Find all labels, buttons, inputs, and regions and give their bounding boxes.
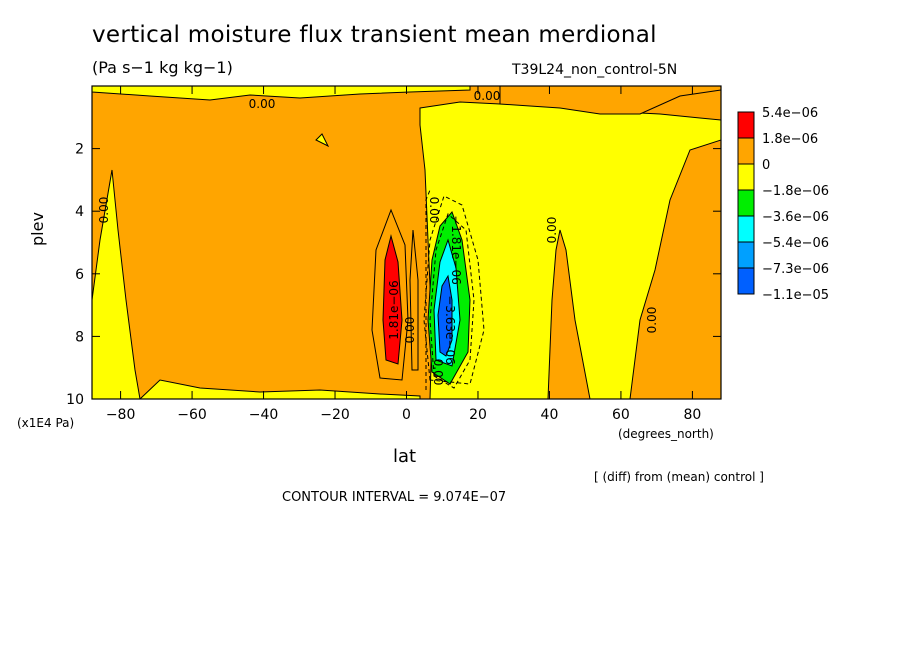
- contour-label: −1.81e−06: [449, 215, 463, 284]
- plot-field: [92, 86, 721, 399]
- field-yellow-west: [92, 169, 141, 399]
- legend-level-label: 5.4e−06: [762, 106, 818, 121]
- legend-level-label: 1.8e−06: [762, 132, 818, 147]
- field-orange-tongue-east: [547, 229, 591, 399]
- contour-positive-outer: [371, 208, 409, 381]
- x-tick-label: 20: [469, 407, 487, 423]
- contour-label: 0.00: [545, 217, 559, 244]
- contour-label: 0.00: [474, 89, 501, 103]
- legend-swatch: [737, 267, 755, 295]
- chart-units: (Pa s−1 kg kg−1): [92, 58, 233, 77]
- field-red-core: [382, 234, 403, 365]
- field-yellow-top: [92, 86, 471, 101]
- y-axis-ticks: 2 4 6 8 10: [66, 142, 721, 408]
- field-yellow-speck: [315, 133, 330, 148]
- y-tick-label: 2: [75, 142, 84, 158]
- contour-label: −3.63e−06: [443, 295, 457, 364]
- y-tick-label: 8: [75, 329, 84, 345]
- legend-level-label: −5.4e−06: [762, 236, 829, 251]
- chart-title: vertical moisture flux transient mean me…: [92, 22, 657, 48]
- x-tick-label: −40: [249, 407, 279, 423]
- contour-labels: 0.000.000.000.001.81e−06 0.000.00−1.81e−0…: [97, 89, 659, 385]
- contour-label: 0.00: [427, 197, 441, 224]
- legend-level-label: −1.1e−05: [762, 288, 829, 303]
- diff-annotation: [ (diff) from (mean) control ]: [594, 470, 764, 484]
- x-tick-label: −80: [106, 407, 136, 423]
- legend-swatch: [737, 189, 755, 217]
- contour-negative-dashed-2: [429, 213, 475, 389]
- x-axis-label: lat: [393, 446, 417, 467]
- legend-swatch: [737, 163, 755, 191]
- colorbar-legend: 5.4e−06 1.8e−06 0 −1.8e−06 −3.6e−06 −5.4e−06 −…: [737, 106, 829, 303]
- run-label: T39L24_non_control-5N: [512, 62, 678, 78]
- contour-label: 0.00: [645, 307, 659, 334]
- y-tick-label: 4: [75, 204, 84, 220]
- contour-label: 0.00: [97, 197, 111, 224]
- contour-interval: CONTOUR INTERVAL = 9.074E−07: [282, 490, 507, 505]
- contour-label: 0.00: [249, 97, 276, 111]
- x-axis-units: (degrees_north): [618, 427, 714, 441]
- legend-swatch: [737, 111, 755, 139]
- x-axis-ticks: −80 −60 −40 −20 0 20 40 60 80: [106, 86, 701, 423]
- x-tick-label: 40: [541, 407, 559, 423]
- contour-label: 0.00: [403, 317, 417, 344]
- field-orange-band-70n: [629, 139, 721, 399]
- x-tick-label: 80: [683, 407, 701, 423]
- contour-label: 1.81e−06: [387, 280, 401, 339]
- contour-label: 0.00: [431, 359, 445, 386]
- y-tick-label: 10: [66, 392, 84, 408]
- field-orange-top-east: [499, 86, 721, 115]
- x-tick-label: −60: [177, 407, 207, 423]
- contour-negative-dashed-1: [423, 195, 485, 385]
- x-tick-label: −20: [320, 407, 350, 423]
- y-axis-units: (x1E4 Pa): [17, 416, 75, 430]
- legend-swatch: [737, 137, 755, 165]
- contour-negative-dashed-3: [425, 189, 431, 390]
- legend-level-label: −3.6e−06: [762, 210, 829, 225]
- contour-zero-narrow: [409, 229, 419, 371]
- field-blue-core: [437, 274, 453, 357]
- x-tick-label: 60: [612, 407, 630, 423]
- legend-swatch: [737, 241, 755, 269]
- legend-swatch: [737, 215, 755, 243]
- legend-level-label: −1.8e−06: [762, 184, 829, 199]
- y-tick-label: 6: [75, 267, 84, 283]
- x-tick-label: 0: [402, 407, 411, 423]
- field-yellow-bottom: [139, 379, 421, 399]
- legend-level-label: 0: [762, 158, 770, 173]
- legend-level-label: −7.3e−06: [762, 262, 829, 277]
